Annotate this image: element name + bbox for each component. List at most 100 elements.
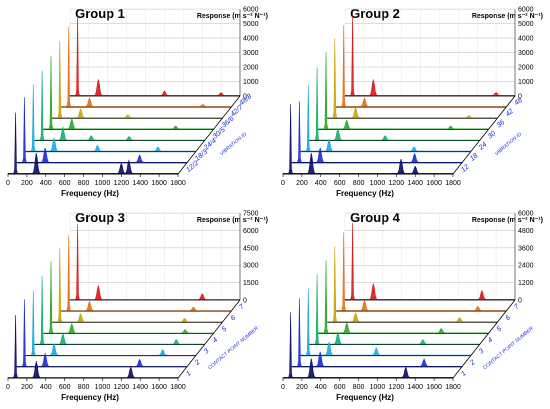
chart-panel: Group 4 Response (m s⁻² N⁻¹) 0 1200 2400 3600… — [275, 204, 550, 408]
depth-axis — [452, 95, 516, 175]
series-1 — [16, 299, 188, 368]
z-tick-label: 4000 — [518, 36, 534, 43]
series-4 — [43, 261, 214, 334]
chart-2: Group 3 Response (m s⁻² N⁻¹) 0 1500 3000 4500… — [6, 210, 268, 402]
x-tick-label: 600 — [59, 180, 71, 187]
x-tick-label: 600 — [334, 384, 346, 391]
depth-tick-label: 36 — [496, 119, 507, 129]
series-2 — [300, 84, 472, 153]
depth-tick-label: 48/8 — [238, 93, 253, 107]
depth-tick-label: 6 — [230, 314, 238, 322]
x-tick-label: 1800 — [170, 384, 186, 391]
chart-1: Group 2 Response (m s⁻² N⁻¹)0100020003000… — [281, 6, 543, 198]
x-tick-label: 1200 — [114, 384, 130, 391]
z-tick-label: 7500 — [243, 211, 259, 218]
chart-title: Group 2 — [350, 6, 400, 21]
series-0 — [282, 312, 454, 379]
x-tick-label: 1800 — [445, 384, 461, 391]
z-tick-label: 2000 — [518, 65, 534, 72]
depth-tick-label: 30 — [487, 130, 498, 140]
x-tick-label: 800 — [353, 180, 365, 187]
x-tick-label: 1600 — [151, 384, 167, 391]
series-4 — [318, 52, 489, 130]
depth-tick-label: 48 — [513, 97, 524, 107]
z-axis-label: Response (m s⁻² N⁻¹) — [197, 217, 268, 224]
x-tick-label: 0 — [6, 180, 10, 187]
x-tick-label: 1200 — [389, 384, 405, 391]
depth-tick-label: 7 — [238, 303, 246, 312]
z-tick-label: 4000 — [243, 36, 259, 43]
series-7 — [69, 224, 241, 301]
x-tick-label: 1200 — [389, 180, 405, 187]
series-6 — [60, 26, 232, 108]
series-3 — [309, 274, 480, 345]
series-7 — [69, 15, 241, 97]
x-axis-label: Frequency (Hz) — [336, 189, 394, 198]
z-tick-label: 1000 — [518, 79, 534, 86]
depth-tick-label: 1 — [460, 370, 468, 378]
x-axis-label: Frequency (Hz) — [61, 189, 119, 198]
z-tick-label: 2400 — [518, 263, 534, 270]
series-2 — [300, 288, 472, 357]
depth-axis-label: CONTACT POINT NUMBER — [482, 325, 535, 371]
x-tick-label: 0 — [281, 384, 285, 391]
x-tick-label: 1000 — [370, 180, 386, 187]
series-7 — [344, 14, 516, 97]
depth-tick-label: 1 — [185, 370, 193, 378]
depth-tick-label: 4 — [487, 337, 495, 345]
x-tick-label: 400 — [40, 180, 52, 187]
series-5 — [326, 246, 498, 323]
series-1 — [291, 298, 463, 368]
x-tick-label: 0 — [6, 384, 10, 391]
z-tick-label: 3000 — [243, 50, 259, 57]
series-5 — [51, 40, 223, 119]
z-tick-label: 2000 — [243, 65, 259, 72]
chart-3: Group 4 Response (m s⁻² N⁻¹)0120024003600… — [281, 210, 543, 402]
z-axis-label: Response (m s⁻² N⁻¹) — [197, 13, 268, 20]
depth-axis — [177, 299, 241, 379]
series-0 — [7, 314, 179, 379]
series-3 — [34, 70, 205, 141]
depth-axis-label: VIBRATION ID — [494, 131, 523, 157]
chart-title: Group 3 — [75, 210, 125, 225]
x-tick-label: 1400 — [407, 180, 423, 187]
z-tick-label: 4800 — [518, 228, 534, 235]
series-4 — [43, 56, 214, 130]
x-tick-label: 800 — [78, 180, 90, 187]
z-tick-label: 3000 — [518, 50, 534, 57]
x-tick-label: 1800 — [170, 180, 186, 187]
z-tick-label: 0 — [243, 94, 247, 101]
series-2 — [25, 84, 197, 153]
series-4 — [318, 260, 489, 334]
depth-axis-label: VIBRATION ID — [219, 131, 248, 157]
chart-panel: Group 2 Response (m s⁻² N⁻¹) 0 1000 2000 3000… — [275, 0, 550, 204]
z-tick-label: 3000 — [243, 263, 259, 270]
chart-panel: Group 1 Response (m s⁻² N⁻¹) 0 1000 2000 3000… — [0, 0, 275, 204]
depth-tick-label: 6 — [505, 314, 513, 322]
depth-axis — [452, 299, 516, 379]
x-tick-label: 1600 — [151, 180, 167, 187]
depth-tick-label: 7 — [513, 303, 521, 312]
x-tick-label: 800 — [78, 384, 90, 391]
depth-tick-label: 42 — [505, 108, 516, 118]
series-2 — [25, 290, 197, 357]
chart-0: Group 1 Response (m s⁻² N⁻¹)0100020003000… — [6, 6, 268, 198]
x-tick-label: 1000 — [95, 384, 111, 391]
x-tick-label: 1800 — [445, 180, 461, 187]
x-tick-label: 1000 — [95, 180, 111, 187]
x-tick-label: 200 — [21, 384, 33, 391]
depth-tick-label: 4 — [212, 337, 220, 345]
series-6 — [60, 235, 232, 312]
z-tick-label: 5000 — [243, 21, 259, 28]
series-5 — [51, 247, 223, 323]
depth-tick-label: 24 — [477, 141, 488, 152]
series-0 — [282, 103, 454, 175]
x-tick-label: 400 — [315, 384, 327, 391]
x-tick-label: 600 — [334, 180, 346, 187]
x-tick-label: 200 — [21, 180, 33, 187]
series-5 — [326, 37, 498, 119]
x-tick-label: 1600 — [426, 384, 442, 391]
z-tick-label: 6000 — [243, 228, 259, 235]
z-axis-label: Response (m s⁻² N⁻¹) — [472, 13, 543, 20]
z-tick-label: 5000 — [518, 21, 534, 28]
